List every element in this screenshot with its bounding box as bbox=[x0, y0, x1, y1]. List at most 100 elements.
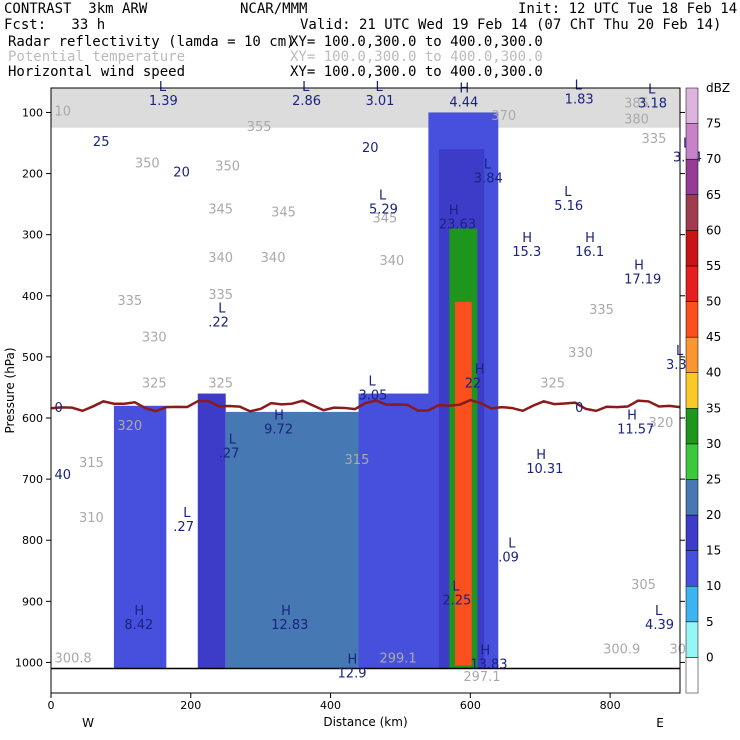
valid-time: Valid: 21 UTC Wed 19 Feb 14 (07 ChT Thu … bbox=[300, 17, 722, 33]
y-tick-label-4: 500 bbox=[22, 351, 43, 364]
colorbar-swatch-7 bbox=[685, 408, 699, 445]
colorbar-swatch-8 bbox=[685, 372, 699, 409]
extremum-kind-18: H bbox=[274, 408, 284, 423]
extremum-value-9: 23.63 bbox=[439, 218, 476, 233]
colorbar-swatch-11 bbox=[685, 265, 699, 302]
theta-label-23: 320 bbox=[649, 416, 674, 431]
theta-dense-band bbox=[51, 88, 680, 128]
extremum-value-24: .09 bbox=[498, 551, 519, 566]
extremum-value-20: .27 bbox=[219, 447, 240, 462]
extremum-value-14: .22 bbox=[208, 315, 229, 330]
theta-label-24: 315 bbox=[79, 456, 104, 471]
extremum-kind-5: L bbox=[648, 83, 656, 98]
theta-label-6: 350 bbox=[135, 156, 160, 171]
extremum-value-29: 12.9 bbox=[338, 667, 367, 682]
colorbar-label-10: 50 bbox=[706, 295, 721, 309]
extremum-kind-19: H bbox=[627, 408, 637, 423]
colorbar-label-6: 30 bbox=[706, 437, 721, 451]
field-reflectivity-name: Radar reflectivity (lamda = 10 cm) bbox=[8, 34, 295, 50]
extremum-value-1: 2.86 bbox=[292, 94, 321, 109]
colorbar-swatch-1 bbox=[685, 621, 699, 658]
theta-label-8: 345 bbox=[208, 202, 233, 217]
extremum-value-18: 9.72 bbox=[264, 422, 293, 437]
colorbar-label-14: 70 bbox=[706, 152, 721, 166]
extremum-value-16: 3.05 bbox=[359, 389, 388, 404]
colorbar-label-8: 40 bbox=[706, 366, 721, 380]
extremum-kind-9: H bbox=[449, 204, 459, 219]
colorbar-label-4: 20 bbox=[706, 508, 721, 522]
reflectivity-column-0 bbox=[113, 405, 167, 669]
theta-label-29: 299.1 bbox=[379, 651, 416, 666]
y-tick-label-7: 800 bbox=[22, 534, 43, 547]
wind-label-1: 20 bbox=[173, 166, 190, 181]
extremum-value-0: 1.39 bbox=[149, 94, 178, 109]
forecast-hour: Fcst: 33 h bbox=[4, 17, 106, 33]
extremum-value-7: 3.84 bbox=[474, 172, 503, 187]
x-axis-label: Distance (km) bbox=[323, 715, 407, 729]
colorbar-label-3: 15 bbox=[706, 544, 721, 558]
extremum-kind-17: H bbox=[475, 362, 485, 377]
colorbar-label-2: 10 bbox=[706, 579, 721, 593]
reflectivity-layer bbox=[113, 112, 499, 669]
extremum-value-12: 16.1 bbox=[575, 245, 604, 260]
wind-label-0: 25 bbox=[93, 135, 110, 150]
x-tick-label-4: 800 bbox=[600, 699, 621, 712]
extremum-kind-23: L bbox=[183, 506, 191, 521]
theta-label-18: 330 bbox=[568, 346, 593, 361]
extremum-value-3: 4.44 bbox=[449, 95, 478, 110]
extremum-kind-11: H bbox=[522, 231, 532, 246]
theta-label-4: 380 bbox=[624, 112, 649, 127]
reflectivity-column-7 bbox=[454, 301, 472, 666]
extremum-value-23: .27 bbox=[173, 520, 194, 535]
extremum-kind-27: H bbox=[281, 604, 291, 619]
reflectivity-column-2 bbox=[225, 411, 359, 669]
extremum-kind-7: L bbox=[484, 158, 492, 173]
y-tick-label-0: 100 bbox=[22, 106, 43, 119]
colorbar-swatch-0 bbox=[685, 657, 699, 694]
theta-label-1: 355 bbox=[247, 120, 272, 135]
wind-label-2: 20 bbox=[362, 141, 379, 156]
theta-label-16: 335 bbox=[589, 303, 614, 318]
theta-label-3: 385 bbox=[624, 97, 649, 112]
extremum-value-26: 8.42 bbox=[124, 618, 153, 633]
extremum-value-11: 15.3 bbox=[512, 245, 541, 260]
colorbar-label-7: 35 bbox=[706, 401, 721, 415]
extremum-value-4: 1.83 bbox=[565, 92, 594, 107]
colorbar-swatch-3 bbox=[685, 550, 699, 587]
theta-label-25: 315 bbox=[345, 453, 370, 468]
extremum-value-28: 4.39 bbox=[645, 618, 674, 633]
extremum-kind-29: H bbox=[348, 653, 358, 668]
extremum-value-21: 10.31 bbox=[526, 462, 563, 477]
colorbar-label-15: 75 bbox=[706, 117, 721, 131]
colorbar-label-5: 25 bbox=[706, 472, 721, 486]
y-tick-label-9: 1000 bbox=[15, 656, 43, 669]
center-title: NCAR/MMM bbox=[240, 1, 308, 17]
colorbar-swatch-14 bbox=[685, 158, 699, 196]
extremum-value-17: 22 bbox=[465, 376, 482, 391]
extremum-value-30: 13.83 bbox=[470, 658, 507, 673]
colorbar-swatch-9 bbox=[685, 336, 699, 373]
extremum-kind-26: H bbox=[134, 604, 144, 619]
theta-label-15: 335 bbox=[208, 288, 233, 303]
extremum-kind-3: H bbox=[459, 81, 469, 96]
x-tick-label-2: 400 bbox=[320, 699, 341, 712]
extremum-value-19: 11.57 bbox=[617, 422, 654, 437]
field-theta-name: Potential temperature bbox=[8, 49, 186, 65]
theta-label-27: 305 bbox=[631, 578, 656, 593]
y-tick-label-8: 900 bbox=[22, 595, 43, 608]
extremum-kind-12: H bbox=[585, 231, 595, 246]
extremum-value-27: 12.83 bbox=[271, 618, 308, 633]
theta-label-31: 300.9 bbox=[603, 642, 640, 657]
reflectivity-column-1 bbox=[197, 393, 226, 669]
extremum-kind-25: L bbox=[452, 579, 460, 594]
extremum-value-2: 3.01 bbox=[366, 94, 395, 109]
theta-label-30: 297.1 bbox=[463, 670, 500, 685]
field-theta-xy: XY= 100.0,300.0 to 400.0,300.0 bbox=[290, 49, 543, 65]
plot-frame bbox=[50, 87, 681, 694]
extremum-value-25: 2.25 bbox=[442, 593, 471, 608]
theta-label-9: 345 bbox=[271, 205, 296, 220]
x-tick-label-0: 0 bbox=[48, 699, 55, 712]
y-tick-label-5: 600 bbox=[22, 412, 43, 425]
extremum-kind-16: L bbox=[369, 375, 377, 390]
